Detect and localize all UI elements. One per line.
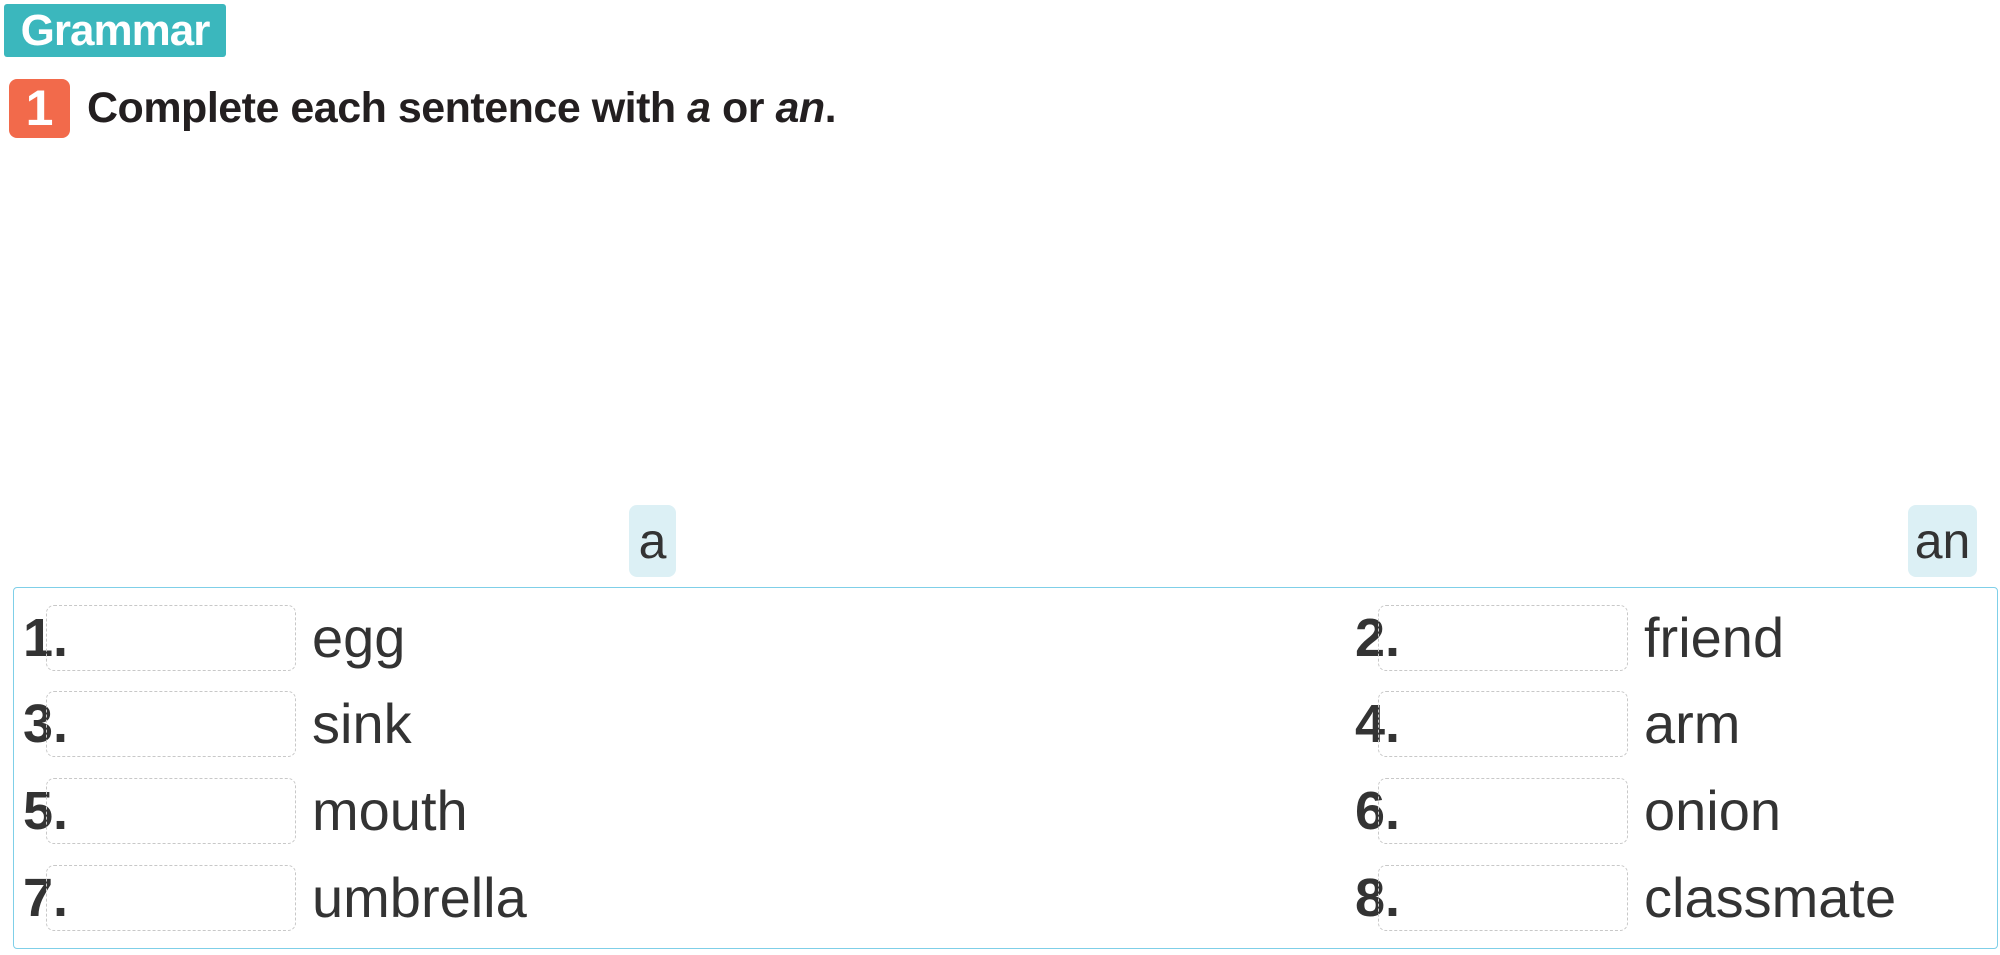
exercise-item: 3. sink: [23, 691, 643, 757]
exercise-item: 5. mouth: [23, 778, 643, 844]
exercise-item: 4. arm: [1355, 691, 1975, 757]
item-word: onion: [1644, 779, 1782, 842]
answer-area: [13, 587, 1998, 949]
exercise-item: 6. onion: [1355, 778, 1975, 844]
instruction-option-an: an: [775, 84, 825, 132]
instruction-suffix: .: [824, 84, 837, 132]
answer-blank-input[interactable]: [1378, 778, 1628, 844]
answer-blank-input[interactable]: [1378, 691, 1628, 757]
choice-chip-an[interactable]: an: [1908, 505, 1977, 577]
answer-blank-input[interactable]: [46, 691, 296, 757]
exercise-number-badge: 1: [9, 79, 70, 138]
item-word: classmate: [1644, 866, 1897, 929]
exercise-item: 8. classmate: [1355, 865, 1975, 931]
exercise-instruction: Complete each sentence with a or an.: [87, 79, 837, 138]
item-word: egg: [312, 606, 406, 669]
answer-blank-input[interactable]: [1378, 865, 1628, 931]
section-badge-grammar: Grammar: [4, 4, 226, 57]
answer-blank-input[interactable]: [46, 865, 296, 931]
answer-blank-input[interactable]: [46, 605, 296, 671]
answer-blank-input[interactable]: [1378, 605, 1628, 671]
answer-blank-input[interactable]: [46, 778, 296, 844]
exercise-item: 7. umbrella: [23, 865, 643, 931]
instruction-prefix: Complete each sentence with: [87, 84, 688, 132]
item-word: umbrella: [312, 866, 527, 929]
item-word: friend: [1644, 606, 1785, 669]
instruction-option-a: a: [687, 84, 711, 132]
choice-chip-a[interactable]: a: [629, 505, 676, 577]
item-word: arm: [1644, 692, 1741, 755]
item-word: sink: [312, 692, 412, 755]
instruction-mid: or: [710, 84, 776, 132]
exercise-item: 2. friend: [1355, 605, 1975, 671]
item-word: mouth: [312, 779, 468, 842]
exercise-item: 1. egg: [23, 605, 643, 671]
